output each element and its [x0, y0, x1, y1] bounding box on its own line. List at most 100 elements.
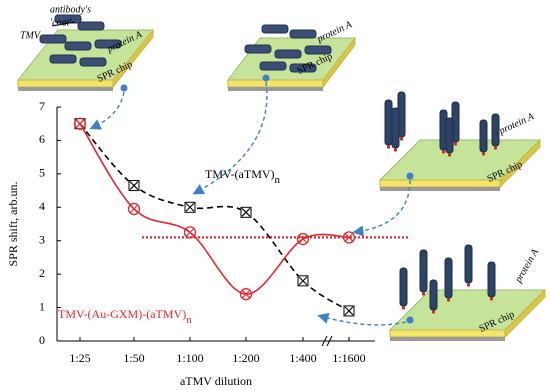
tmv-rod: [77, 21, 105, 31]
chip-base: [228, 87, 323, 91]
data-point: [184, 201, 196, 213]
y-tick-label: 5: [39, 166, 45, 180]
chip-spot: [262, 74, 270, 82]
chip-top: [226, 37, 357, 81]
protein-dot: [489, 297, 494, 301]
data-point: [343, 305, 355, 317]
marker: [342, 231, 356, 244]
axis-break: [321, 335, 333, 347]
series-line: [79, 123, 350, 296]
x-tick-label: 1:1600: [332, 351, 365, 365]
marker-cross: [129, 181, 139, 190]
tmv-rod: [259, 61, 287, 71]
chip-base: [18, 87, 113, 91]
data-point: [128, 180, 140, 192]
tmv-rod: [49, 54, 77, 64]
tmv-rod: [304, 45, 332, 55]
tmv-rod: [399, 267, 408, 307]
tmv-rod: [94, 39, 122, 49]
x-tick-label: 1:400: [289, 351, 316, 365]
protein-dot: [481, 152, 486, 156]
protein-dot: [441, 150, 446, 154]
x-tick-label: 1:25: [69, 351, 90, 365]
illustration-label: TMV: [20, 30, 42, 41]
illustration-label: protein A: [513, 246, 542, 285]
marker: [239, 288, 253, 301]
protein-dot: [431, 310, 436, 314]
marker-cross: [75, 119, 85, 129]
tmv-rod: [445, 117, 454, 154]
illustration-label: 'coat': [50, 17, 72, 28]
protein-dot: [399, 137, 404, 141]
tmv-rod: [444, 257, 453, 299]
x-axis-title: aTMV dilution: [180, 374, 252, 388]
y-tick-label: 0: [39, 333, 45, 347]
series-line: [79, 123, 350, 312]
y-tick-label: 2: [39, 266, 45, 280]
chip-spot: [406, 172, 414, 180]
marker-cross: [241, 289, 251, 299]
chip-side: [499, 138, 541, 189]
y-tick-label: 1: [39, 299, 45, 313]
y-tick-label: 3: [39, 232, 45, 246]
marker-cross: [185, 227, 195, 237]
chip-side: [112, 28, 154, 89]
illustration-label: protein A: [497, 111, 537, 137]
protein-dot: [493, 146, 498, 150]
data-point: [73, 117, 87, 130]
y-tick-label: 7: [39, 99, 45, 113]
chip-side: [504, 288, 546, 339]
tmv-rod: [289, 29, 317, 39]
arrow: [192, 81, 268, 195]
chip-front: [227, 79, 324, 88]
x-tick-label: 1:100: [176, 351, 203, 365]
protein-dot: [386, 145, 391, 149]
data-point: [240, 206, 252, 218]
arrow: [352, 179, 411, 237]
marker-cross: [344, 306, 354, 316]
legend-subscript: n: [186, 314, 192, 326]
chip-spot: [120, 84, 128, 92]
data-point: [183, 226, 197, 239]
marker: [296, 232, 310, 246]
chip-base: [380, 187, 500, 191]
tmv-rod: [419, 249, 428, 293]
legend-name: TMV-(Au-GXM)-(aTMV): [58, 307, 186, 321]
protein-dot: [466, 283, 471, 287]
protein-dot: [393, 148, 398, 152]
marker: [183, 226, 197, 239]
marker-cross: [298, 276, 308, 286]
pointer: [51, 21, 76, 27]
tmv-rod: [464, 244, 473, 284]
x-tick-label: 1:50: [123, 351, 144, 365]
protein-dot: [446, 298, 451, 302]
data-point: [342, 231, 356, 244]
marker-cross: [129, 204, 139, 214]
tmv-rod: [289, 63, 317, 73]
tmv-rod: [274, 49, 302, 59]
tmv-rod: [79, 57, 107, 67]
data-point: [127, 202, 141, 216]
y-tick-label: 4: [39, 199, 45, 213]
legend-subscript: n: [275, 174, 281, 186]
marker-cross: [185, 202, 195, 212]
illustration-label: antibody's: [50, 4, 91, 15]
data-point: [296, 232, 310, 246]
data-point: [239, 288, 253, 301]
tmv-rod: [64, 41, 92, 51]
arrow: [317, 312, 407, 326]
tmv-rod: [39, 34, 67, 44]
tmv-rod: [261, 24, 289, 34]
tmv-rod: [487, 261, 496, 298]
legend-name: TMV-(aTMV): [205, 167, 275, 181]
protein-dot: [447, 153, 452, 157]
y-axis-title: SPR shift, arb.un.: [6, 181, 20, 266]
chip-front: [379, 179, 501, 188]
plot: 0 1 2 3 4 5 6 7 1:25 1:50 1:100 1:200 1:400 1:1600 SPR…: [6, 99, 410, 388]
legend-label: TMV-(Au-GXM)-(aTMV)n: [58, 307, 192, 326]
arrow: [89, 91, 125, 130]
tmv-rod: [384, 99, 393, 146]
tmv-rod: [479, 119, 488, 153]
